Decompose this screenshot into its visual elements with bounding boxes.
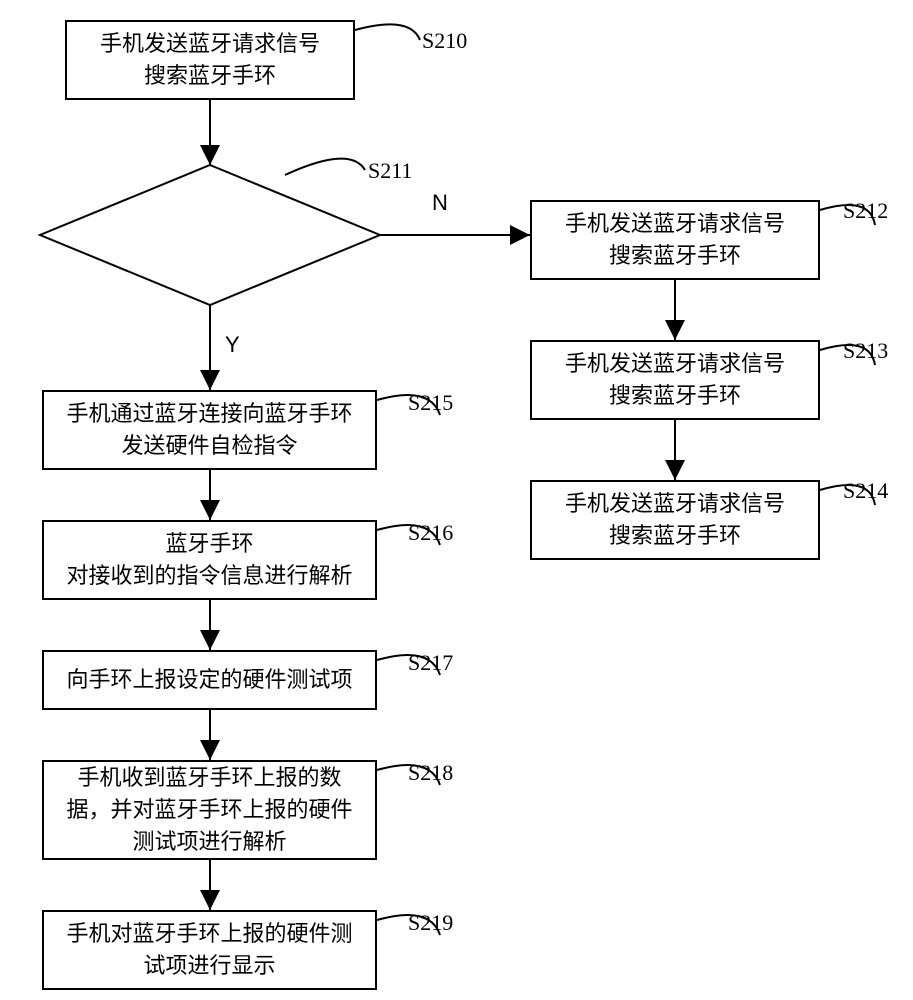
step-label-s215: S215: [408, 390, 453, 416]
node-s211-text: 手机与手环是否建立蓝牙连接？: [80, 202, 340, 266]
node-text: 手机发送蓝牙请求信号搜索蓝牙手环: [565, 208, 785, 272]
step-label-s217: S217: [408, 650, 453, 676]
svg-text:N: N: [432, 190, 448, 215]
node-s210: 手机发送蓝牙请求信号搜索蓝牙手环: [65, 20, 355, 100]
step-label-s218: S218: [408, 760, 453, 786]
node-s216: 蓝牙手环对接收到的指令信息进行解析: [42, 520, 377, 600]
svg-text:Y: Y: [225, 332, 240, 357]
node-text: 手机收到蓝牙手环上报的数据，并对蓝牙手环上报的硬件测试项进行解析: [66, 762, 352, 858]
step-label-s211: S211: [368, 158, 412, 184]
node-text: 手机发送蓝牙请求信号搜索蓝牙手环: [565, 488, 785, 552]
node-s218: 手机收到蓝牙手环上报的数据，并对蓝牙手环上报的硬件测试项进行解析: [42, 760, 377, 860]
node-s219: 手机对蓝牙手环上报的硬件测试项进行显示: [42, 910, 377, 990]
step-label-s214: S214: [843, 478, 888, 504]
step-label-s219: S219: [408, 910, 453, 936]
step-label-s213: S213: [843, 338, 888, 364]
node-s215: 手机通过蓝牙连接向蓝牙手环发送硬件自检指令: [42, 390, 377, 470]
node-s213: 手机发送蓝牙请求信号搜索蓝牙手环: [530, 340, 820, 420]
node-s214: 手机发送蓝牙请求信号搜索蓝牙手环: [530, 480, 820, 560]
node-text: 手机与手环是否建立蓝牙连接？: [111, 205, 309, 262]
flowchart-canvas: 手机发送蓝牙请求信号搜索蓝牙手环 手机发送蓝牙请求信号搜索蓝牙手环 手机发送蓝牙…: [0, 0, 913, 1000]
step-label-s216: S216: [408, 520, 453, 546]
node-text: 蓝牙手环对接收到的指令信息进行解析: [66, 528, 352, 592]
step-label-s210: S210: [422, 28, 467, 54]
node-s217: 向手环上报设定的硬件测试项: [42, 650, 377, 710]
node-s212: 手机发送蓝牙请求信号搜索蓝牙手环: [530, 200, 820, 280]
node-text: 手机发送蓝牙请求信号搜索蓝牙手环: [100, 28, 320, 92]
step-label-s212: S212: [843, 198, 888, 224]
node-text: 手机通过蓝牙连接向蓝牙手环发送硬件自检指令: [66, 398, 352, 462]
node-text: 向手环上报设定的硬件测试项: [66, 664, 352, 696]
node-text: 手机对蓝牙手环上报的硬件测试项进行显示: [66, 918, 352, 982]
node-text: 手机发送蓝牙请求信号搜索蓝牙手环: [565, 348, 785, 412]
